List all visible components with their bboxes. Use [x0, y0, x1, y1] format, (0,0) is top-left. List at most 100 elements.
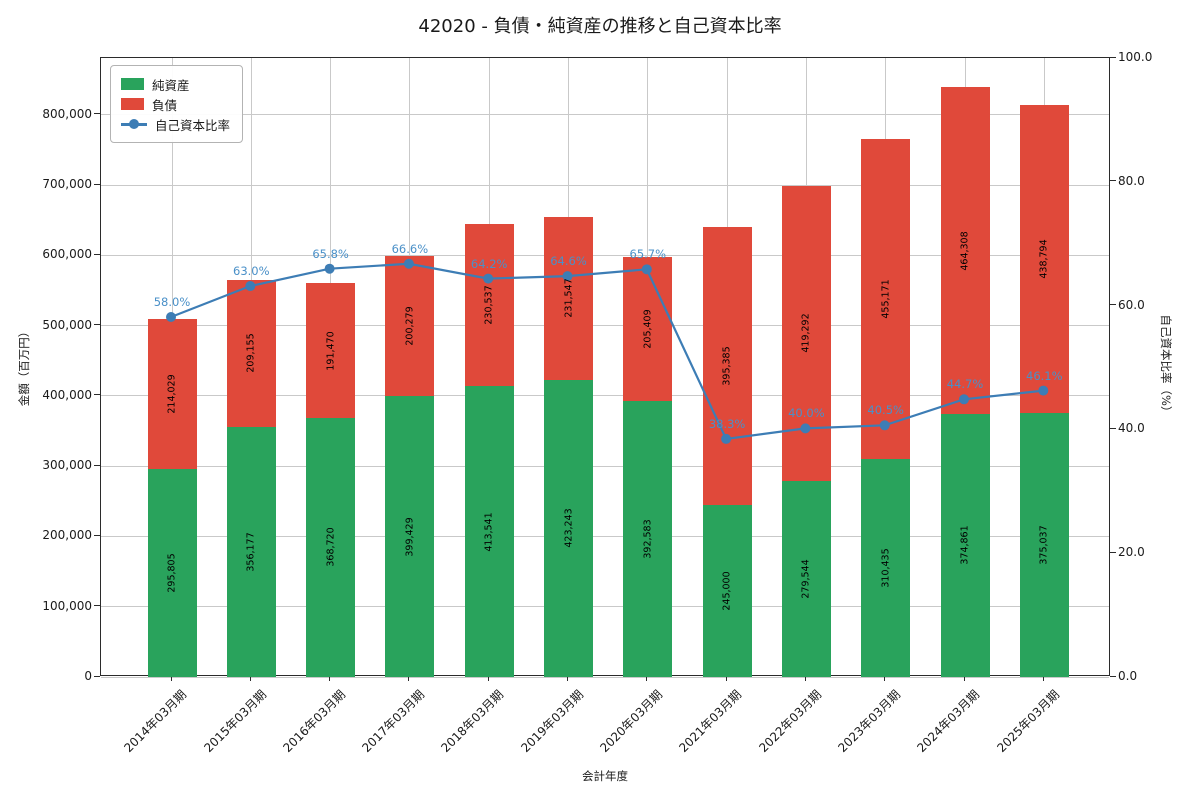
net-assets-value-label: 413,541: [483, 512, 495, 552]
equity-ratio-percent-label: 40.0%: [788, 406, 825, 421]
y-axis-tick-right: [1110, 551, 1116, 553]
liabilities-value-label: 209,155: [245, 333, 257, 373]
legend: 純資産 負債 自己資本比率: [110, 65, 244, 143]
x-axis-label: 会計年度: [582, 769, 628, 783]
liabilities-value-label: 214,029: [166, 374, 178, 414]
x-axis-tick: [329, 676, 331, 681]
gridline-horizontal: [101, 535, 1109, 537]
chart-title: 42020 - 負債・純資産の推移と自己資本比率: [418, 16, 782, 37]
x-axis-tick-label: 2016年03月期: [280, 687, 348, 756]
y-axis-tick-left: [94, 464, 100, 466]
y-axis-tick-label-right: 40.0: [1118, 421, 1145, 436]
y-axis-tick-label-right: 20.0: [1118, 545, 1145, 560]
y-axis-tick-left: [94, 605, 100, 607]
y-axis-tick-label-left: 400,000: [42, 387, 92, 402]
x-axis-tick-label: 2017年03月期: [359, 687, 428, 756]
net-assets-value-label: 375,037: [1038, 525, 1050, 565]
liabilities-value-label: 230,537: [483, 285, 495, 326]
x-axis-tick-label: 2019年03月期: [518, 687, 586, 756]
legend-label-liabilities: 負債: [152, 97, 178, 113]
liabilities-value-label: 395,385: [721, 346, 733, 386]
x-axis-tick-label: 2022年03月期: [755, 687, 824, 756]
net-assets-bar-segment: [147, 469, 197, 677]
x-axis-tick-label: 2020年03月期: [597, 687, 666, 756]
equity-ratio-percent-label: 46.1%: [1026, 368, 1063, 383]
y-axis-tick-right: [1110, 180, 1116, 182]
net-assets-value-label: 374,861: [959, 525, 971, 565]
liabilities-value-label: 231,547: [563, 278, 574, 318]
equity-ratio-percent-label: 44.7%: [946, 377, 984, 392]
equity-ratio-percent-label: 65.7%: [629, 247, 667, 262]
liabilities-swatch-icon: [121, 98, 144, 110]
y-axis-tick-right: [1110, 304, 1116, 306]
y-axis-label-left: 金額（百万円）: [17, 325, 31, 407]
x-axis-tick-label: 2021年03月期: [676, 687, 745, 756]
gridline-horizontal: [101, 606, 1109, 608]
net-assets-swatch-icon: [121, 78, 144, 90]
y-axis-tick-right: [1110, 56, 1116, 58]
net-assets-value-label: 295,805: [166, 553, 178, 593]
legend-item-net-assets: 純資産: [121, 74, 230, 94]
net-assets-bar-segment: [623, 401, 673, 677]
y-axis-tick-left: [94, 113, 100, 115]
x-axis-tick: [249, 676, 251, 681]
legend-label-equity-ratio: 自己資本比率: [155, 117, 231, 133]
y-axis-tick-left: [94, 675, 100, 677]
net-assets-bar-segment: [702, 504, 752, 677]
net-assets-value-label: 368,720: [325, 527, 337, 568]
liabilities-value-label: 438,794: [1038, 239, 1050, 279]
net-assets-bar-segment: [226, 426, 276, 677]
x-axis-tick: [804, 676, 806, 681]
x-axis-tick: [487, 676, 489, 681]
net-assets-bar-segment: [781, 480, 831, 677]
x-axis-tick-label: 2015年03月期: [200, 687, 269, 756]
x-axis-tick: [646, 676, 648, 681]
y-axis-tick-right: [1110, 675, 1116, 677]
x-axis-tick: [170, 676, 172, 681]
legend-label-net-assets: 純資産: [152, 77, 190, 93]
x-axis-tick-label: 2018年03月期: [438, 687, 507, 756]
net-assets-value-label: 310,435: [880, 548, 892, 588]
x-axis-tick-label: 2024年03月期: [914, 687, 983, 756]
x-axis-tick: [725, 676, 727, 681]
y-axis-tick-label-left: 500,000: [42, 317, 92, 332]
liabilities-value-label: 455,171: [880, 279, 892, 319]
liabilities-value-label: 200,279: [404, 306, 416, 346]
x-axis-tick-label: 2023年03月期: [835, 687, 904, 756]
x-axis-tick: [1042, 676, 1044, 681]
gridline-horizontal: [101, 676, 1109, 678]
y-axis-tick-label-left: 100,000: [42, 598, 92, 613]
net-assets-bar-segment: [306, 417, 356, 677]
net-assets-value-label: 279,544: [800, 559, 812, 599]
gridline-horizontal: [101, 114, 1109, 116]
y-axis-tick-left: [94, 394, 100, 396]
equity-ratio-percent-label: 64.2%: [470, 256, 508, 271]
y-axis-tick-label-left: 300,000: [42, 458, 92, 473]
liabilities-value-label: 191,470: [325, 331, 337, 371]
net-assets-bar-segment: [940, 413, 990, 677]
net-assets-value-label: 356,177: [245, 532, 257, 572]
y-axis-tick-left: [94, 183, 100, 185]
x-axis-tick-label: 2014年03月期: [121, 687, 190, 756]
equity-ratio-percent-label: 66.6%: [391, 241, 429, 256]
net-assets-value-label: 423,243: [563, 508, 574, 548]
x-axis-tick: [963, 676, 965, 681]
legend-item-equity-ratio: 自己資本比率: [121, 114, 230, 134]
gridline-horizontal: [101, 465, 1109, 467]
y-axis-tick-right: [1110, 427, 1116, 429]
x-axis-tick: [567, 676, 568, 681]
x-axis-tick-label: 2025年03月期: [993, 687, 1062, 756]
legend-item-liabilities: 負債: [121, 94, 230, 114]
net-assets-bar-segment: [385, 396, 435, 677]
y-axis-tick-label-left: 700,000: [42, 177, 92, 192]
y-axis-tick-label-right: 80.0: [1118, 173, 1145, 188]
gridline-horizontal: [101, 254, 1109, 256]
y-axis-tick-label-right: 0.0: [1118, 669, 1138, 683]
y-axis-tick-label-right: 60.0: [1118, 297, 1145, 312]
gridline-horizontal: [101, 184, 1109, 186]
y-axis-tick-label-left: 200,000: [42, 528, 92, 543]
equity-ratio-percent-label: 58.0%: [153, 294, 191, 309]
y-axis-tick-left: [94, 253, 100, 255]
equity-ratio-percent-label: 38.3%: [708, 416, 746, 431]
